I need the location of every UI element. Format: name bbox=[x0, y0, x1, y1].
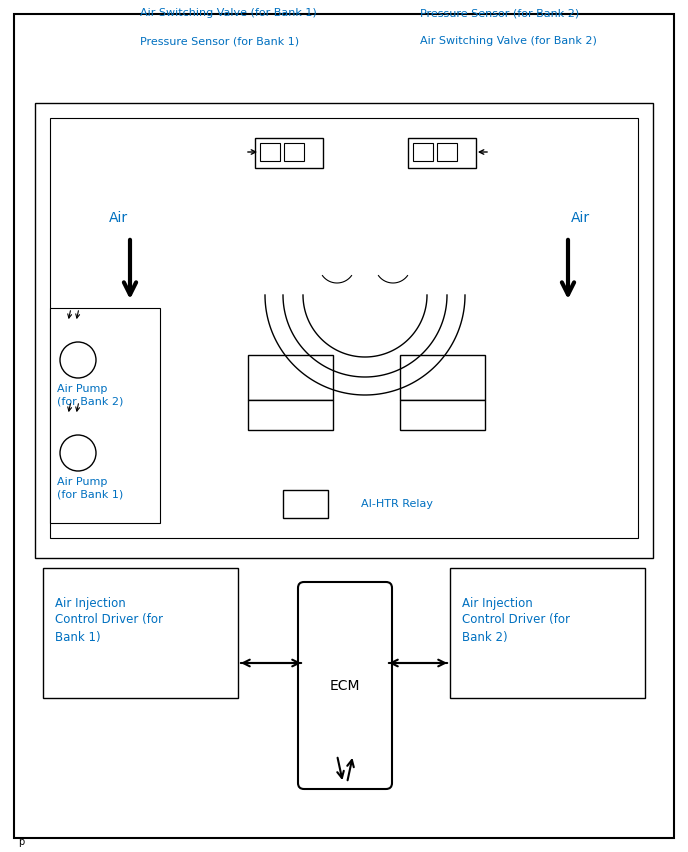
Bar bbox=[35, 103, 653, 558]
Circle shape bbox=[60, 435, 96, 471]
Text: Air: Air bbox=[570, 211, 590, 225]
Bar bbox=[437, 143, 457, 161]
Text: Air Pump
(for Bank 1): Air Pump (for Bank 1) bbox=[57, 477, 123, 499]
Bar bbox=[248, 400, 333, 430]
Bar bbox=[450, 568, 645, 698]
Text: Air Injection
Control Driver (for
Bank 1): Air Injection Control Driver (for Bank 1… bbox=[55, 596, 163, 643]
Text: Air: Air bbox=[109, 211, 127, 225]
Bar bbox=[50, 308, 160, 523]
Bar bbox=[50, 118, 638, 538]
Text: ECM: ECM bbox=[330, 678, 361, 693]
Text: p: p bbox=[18, 837, 24, 847]
Bar bbox=[408, 138, 476, 168]
Bar bbox=[284, 143, 304, 161]
Bar bbox=[413, 143, 433, 161]
Text: Pressure Sensor (for Bank 1): Pressure Sensor (for Bank 1) bbox=[140, 36, 299, 46]
Text: Air Injection
Control Driver (for
Bank 2): Air Injection Control Driver (for Bank 2… bbox=[462, 596, 570, 643]
Bar bbox=[255, 138, 323, 168]
Bar bbox=[248, 355, 333, 400]
Text: AI-HTR Relay: AI-HTR Relay bbox=[361, 499, 433, 509]
Bar bbox=[400, 355, 485, 400]
Bar bbox=[63, 322, 93, 336]
Bar bbox=[43, 568, 238, 698]
Text: Pressure Sensor (for Bank 2): Pressure Sensor (for Bank 2) bbox=[420, 8, 579, 18]
Text: Air Switching Valve (for Bank 2): Air Switching Valve (for Bank 2) bbox=[420, 36, 597, 46]
Bar bbox=[260, 143, 280, 161]
Circle shape bbox=[60, 342, 96, 378]
Bar bbox=[283, 490, 328, 518]
Bar bbox=[400, 400, 485, 430]
Text: Air Switching Valve (for Bank 1): Air Switching Valve (for Bank 1) bbox=[140, 8, 316, 18]
Text: Air Pump
(for Bank 2): Air Pump (for Bank 2) bbox=[57, 384, 123, 406]
Bar bbox=[63, 415, 93, 429]
FancyBboxPatch shape bbox=[298, 582, 392, 789]
